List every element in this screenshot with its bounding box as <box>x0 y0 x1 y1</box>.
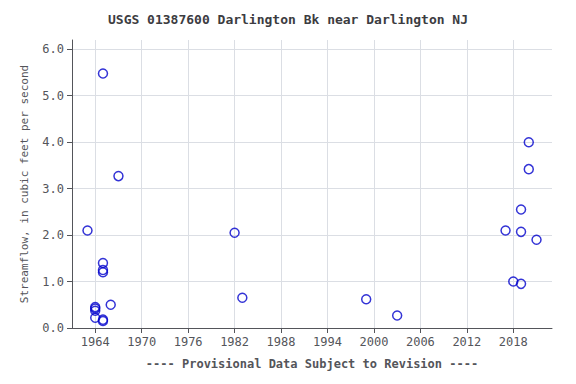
svg-text:1982: 1982 <box>220 335 249 349</box>
svg-text:2.0: 2.0 <box>42 228 64 242</box>
svg-text:1.0: 1.0 <box>42 275 64 289</box>
svg-text:USGS 01387600 Darlington Bk ne: USGS 01387600 Darlington Bk near Darling… <box>108 12 468 27</box>
svg-text:0.0: 0.0 <box>42 321 64 335</box>
svg-text:1994: 1994 <box>313 335 342 349</box>
svg-text:5.0: 5.0 <box>42 89 64 103</box>
svg-text:4.0: 4.0 <box>42 135 64 149</box>
svg-text:1976: 1976 <box>174 335 203 349</box>
svg-text:---- Provisional Data Subject: ---- Provisional Data Subject to Revisio… <box>146 357 478 371</box>
svg-text:Streamflow, in cubic feet per: Streamflow, in cubic feet per second <box>18 65 31 303</box>
svg-text:2018: 2018 <box>499 335 528 349</box>
svg-text:1988: 1988 <box>267 335 296 349</box>
svg-text:2000: 2000 <box>359 335 388 349</box>
svg-text:2006: 2006 <box>406 335 435 349</box>
svg-text:6.0: 6.0 <box>42 42 64 56</box>
svg-text:1964: 1964 <box>81 335 110 349</box>
svg-text:3.0: 3.0 <box>42 182 64 196</box>
svg-text:2012: 2012 <box>452 335 481 349</box>
svg-text:1970: 1970 <box>127 335 156 349</box>
